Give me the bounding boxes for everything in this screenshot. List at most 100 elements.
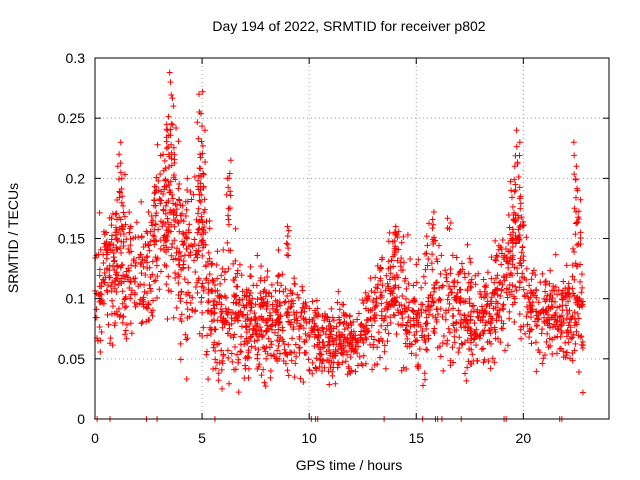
data-point [578, 333, 585, 340]
spike-point [198, 191, 205, 198]
data-point [533, 286, 540, 293]
data-point [259, 333, 266, 340]
data-point [126, 229, 133, 236]
data-point [555, 326, 562, 333]
data-point [214, 292, 221, 299]
data-point [297, 344, 304, 351]
spike-point [226, 170, 233, 177]
data-point [453, 293, 460, 300]
data-point [567, 329, 574, 336]
data-point [426, 307, 433, 314]
data-point [126, 249, 133, 256]
data-point [377, 294, 384, 301]
data-point [398, 267, 405, 274]
spike-point [199, 88, 206, 95]
data-point [461, 312, 468, 319]
data-point [210, 278, 217, 285]
data-point [114, 237, 121, 244]
data-point [493, 317, 500, 324]
data-point [445, 325, 452, 332]
data-point [569, 334, 576, 341]
data-point [454, 289, 461, 296]
data-point [243, 323, 250, 330]
data-point [157, 171, 164, 178]
data-point [466, 345, 473, 352]
data-point [291, 374, 298, 381]
data-point [336, 336, 343, 343]
data-point [373, 295, 380, 302]
data-point [185, 264, 192, 271]
x-tick-label: 0 [91, 430, 99, 446]
data-point [425, 298, 432, 305]
data-point [235, 356, 242, 363]
data-point [192, 269, 199, 276]
spike-point [285, 245, 292, 252]
data-point [208, 310, 215, 317]
data-point [168, 244, 175, 251]
data-point [573, 295, 580, 302]
data-point [346, 332, 353, 339]
data-point [382, 365, 389, 372]
spike-point [227, 205, 234, 212]
data-point [137, 296, 144, 303]
data-point [234, 270, 241, 277]
data-point [433, 255, 440, 262]
data-point [216, 299, 223, 306]
spike-point [196, 165, 203, 172]
data-point [267, 367, 274, 374]
data-point [125, 265, 132, 272]
data-point [480, 310, 487, 317]
data-point [220, 352, 227, 359]
spike-point [200, 209, 207, 216]
data-point [478, 346, 485, 353]
data-point [153, 262, 160, 269]
data-point [471, 329, 478, 336]
data-point [492, 237, 499, 244]
data-point [421, 370, 428, 377]
data-point [238, 311, 245, 318]
spike-point [167, 189, 174, 196]
data-point [119, 319, 126, 326]
data-point [245, 349, 252, 356]
data-point [146, 247, 153, 254]
data-point [541, 295, 548, 302]
data-point [154, 294, 161, 301]
data-point [362, 360, 369, 367]
data-point [439, 282, 446, 289]
data-point [218, 347, 225, 354]
data-point [507, 178, 514, 185]
spike-point [284, 223, 291, 230]
data-point [191, 236, 198, 243]
data-point [422, 266, 429, 273]
data-point [456, 311, 463, 318]
data-point [178, 266, 185, 273]
data-point [493, 252, 500, 259]
data-point [400, 233, 407, 240]
data-point [192, 284, 199, 291]
data-point [258, 263, 265, 270]
spike-point [430, 221, 437, 228]
spike-point [512, 181, 519, 188]
spike-point [510, 235, 517, 242]
data-point [450, 322, 457, 329]
spike-point [574, 242, 581, 249]
spike-point [515, 212, 522, 219]
data-point [452, 296, 459, 303]
data-point [165, 273, 172, 280]
data-point [372, 284, 379, 291]
data-point [437, 353, 444, 360]
data-point [252, 330, 259, 337]
data-point [559, 296, 566, 303]
data-point [465, 270, 472, 277]
data-point [312, 331, 319, 338]
data-point [206, 255, 213, 262]
data-point [389, 290, 396, 297]
data-point [135, 254, 142, 261]
data-point [437, 270, 444, 277]
data-point [506, 224, 513, 231]
data-point [247, 263, 254, 270]
data-point [550, 283, 557, 290]
data-point [108, 236, 115, 243]
data-point [392, 282, 399, 289]
data-point [250, 282, 257, 289]
